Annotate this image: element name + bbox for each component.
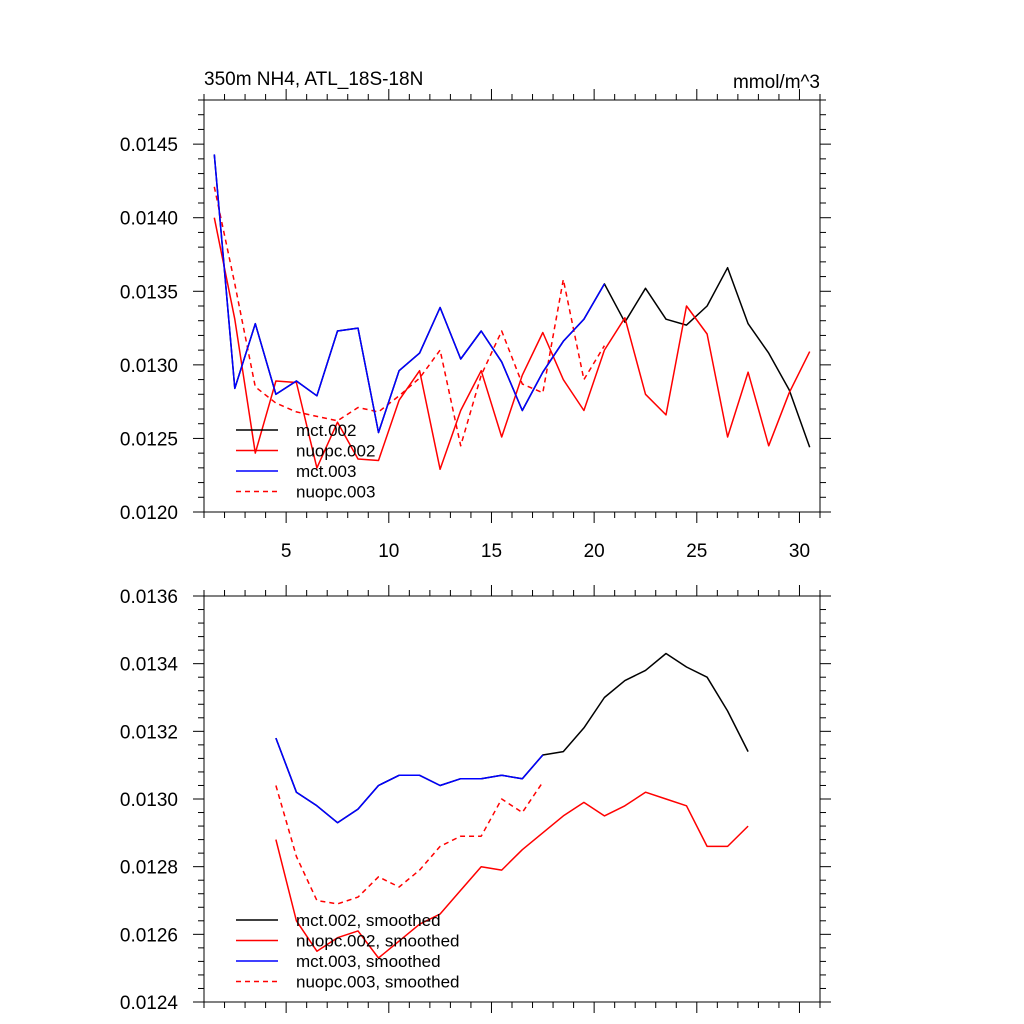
series-line-mct-002-smoothed	[275, 652, 749, 824]
legend-label: nuopc.002	[296, 442, 375, 461]
y-tick-label: 0.0125	[120, 429, 178, 450]
legend-label: mct.003, smoothed	[296, 952, 441, 971]
legend-label: nuopc.002, smoothed	[296, 932, 460, 951]
y-tick-label: 0.0126	[120, 925, 178, 946]
series-line-mct-003-smoothed	[275, 737, 544, 824]
x-tick-label: 30	[789, 541, 810, 562]
series-line-nuopc-003-smoothed	[275, 781, 544, 905]
legend-label: mct.002	[296, 421, 356, 440]
y-tick-label: 0.0130	[120, 790, 178, 811]
bottom-panel: 0.0124 0.0126 0.0128 0.0130 0.0132 0.0134 0.01…	[120, 585, 831, 1014]
y-tick-label: 0.0130	[120, 356, 178, 377]
chart-title: 350m NH4, ATL_18S-18N	[204, 69, 423, 90]
series-line-nuopc-002	[213, 217, 811, 471]
x-tick-label: 20	[584, 541, 605, 562]
x-tick-label: 10	[378, 541, 399, 562]
series-line-mct-003	[213, 154, 606, 434]
y-tick-label: 0.0132	[120, 722, 178, 743]
top-panel: 5 10 15 20 25 30 0.0120 0.0125 0.0130 0.0135 0.014…	[120, 69, 831, 562]
y-tick-label: 0.0124	[120, 993, 179, 1014]
x-tick-label: 15	[481, 541, 502, 562]
y-tick-label: 0.0134	[120, 655, 179, 676]
legend-label: mct.002, smoothed	[296, 911, 441, 930]
y-tick-label: 0.0136	[120, 587, 178, 608]
y-tick-label: 0.0135	[120, 282, 178, 303]
y-tick-label: 0.0128	[120, 858, 178, 879]
y-tick-label: 0.0120	[120, 503, 178, 524]
y-tick-label: 0.0145	[120, 135, 178, 156]
y-tick-label: 0.0140	[120, 209, 178, 230]
units-label: mmol/m^3	[733, 72, 820, 93]
legend-label: nuopc.003	[296, 483, 375, 502]
legend-label: nuopc.003, smoothed	[296, 973, 460, 992]
x-tick-label: 25	[686, 541, 707, 562]
legend-label: mct.003	[296, 462, 356, 481]
series-line-nuopc-003	[213, 186, 606, 447]
series-line-nuopc-002-smoothed	[275, 791, 749, 959]
x-tick-label: 5	[281, 541, 292, 562]
